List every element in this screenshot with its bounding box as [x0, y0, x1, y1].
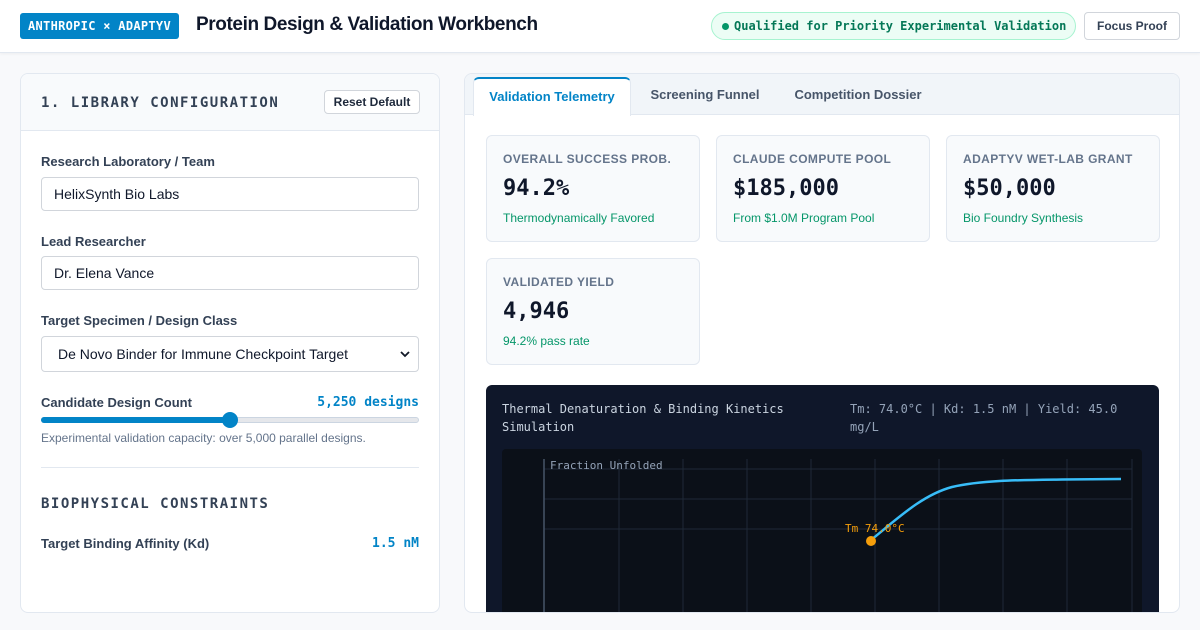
metric-value: $50,000	[963, 176, 1056, 201]
status-badge: Qualified for Priority Experimental Vali…	[711, 12, 1076, 40]
section-divider	[41, 467, 419, 468]
metric-subtext: Thermodynamically Favored	[503, 211, 655, 225]
metric-subtext: From $1.0M Program Pool	[733, 211, 875, 225]
target-label: Target Specimen / Design Class	[41, 313, 238, 328]
panel-title: 1. LIBRARY CONFIGURATION	[41, 95, 280, 111]
metric-subtext: Bio Foundry Synthesis	[963, 211, 1084, 225]
tab-bar: Validation Telemetry Screening Funnel Co…	[465, 74, 1179, 116]
count-value: 5,250 designs	[317, 395, 419, 410]
denaturation-plot: Fraction Unfolded Tm 74.0°C	[502, 449, 1142, 612]
plot-grid	[543, 459, 1133, 612]
count-slider-fill	[41, 417, 230, 423]
simulation-readout: Tm: 74.0°C | Kd: 1.5 nM | Yield: 45.0 mg…	[850, 402, 1118, 434]
top-header: ANTHROPIC × ADAPTYV Protein Design & Val…	[0, 0, 1200, 53]
kd-value: 1.5 nM	[372, 536, 419, 551]
count-hint: Experimental validation capacity: over 5…	[41, 431, 366, 445]
metric-card-grant: ADAPTYV WET-LAB GRANT $50,000 Bio Foundr…	[946, 135, 1160, 242]
tab-competition-dossier[interactable]: Competition Dossier	[794, 87, 922, 102]
metric-value: $185,000	[733, 176, 839, 201]
metric-label: VALIDATED YIELD	[503, 275, 615, 289]
denaturation-curve	[870, 477, 1122, 541]
kd-label: Target Binding Affinity (Kd)	[41, 536, 210, 551]
count-slider-thumb[interactable]	[222, 412, 238, 428]
constraints-title: BIOPHYSICAL CONSTRAINTS	[41, 496, 270, 512]
chevron-down-icon	[400, 351, 410, 358]
denaturation-plot-svg: Fraction Unfolded Tm 74.0°C	[543, 459, 1133, 612]
metric-value: 94.2%	[503, 176, 570, 201]
target-select-value: De Novo Binder for Immune Checkpoint Tar…	[58, 346, 348, 362]
metric-value: 4,946	[503, 299, 570, 324]
focus-proof-button[interactable]: Focus Proof	[1084, 12, 1180, 40]
team-input[interactable]	[41, 177, 419, 211]
tab-validation-telemetry[interactable]: Validation Telemetry	[473, 77, 631, 116]
metric-label: ADAPTYV WET-LAB GRANT	[963, 152, 1133, 166]
target-select[interactable]: De Novo Binder for Immune Checkpoint Tar…	[41, 336, 419, 372]
library-configuration-panel: 1. LIBRARY CONFIGURATION Reset Default R…	[20, 73, 440, 613]
results-panel: Validation Telemetry Screening Funnel Co…	[464, 73, 1180, 613]
tm-marker-label: Tm 74.0°C	[845, 522, 905, 535]
metric-card-yield: VALIDATED YIELD 4,946 94.2% pass rate	[486, 258, 700, 365]
metric-card-success: OVERALL SUCCESS PROB. 94.2% Thermodynami…	[486, 135, 700, 242]
researcher-input[interactable]	[41, 256, 419, 290]
brand-badge: ANTHROPIC × ADAPTYV	[20, 13, 179, 39]
metric-card-compute: CLAUDE COMPUTE POOL $185,000 From $1.0M …	[716, 135, 930, 242]
metric-subtext: 94.2% pass rate	[503, 334, 590, 348]
status-dot-icon	[722, 23, 729, 30]
researcher-label: Lead Researcher	[41, 234, 146, 249]
simulation-panel: Thermal Denaturation & Binding Kinetics …	[486, 385, 1159, 612]
count-label: Candidate Design Count	[41, 395, 192, 410]
team-label: Research Laboratory / Team	[41, 154, 215, 169]
tm-marker-point	[866, 536, 876, 546]
panel-header: 1. LIBRARY CONFIGURATION Reset Default	[21, 74, 439, 131]
y-axis-label: Fraction Unfolded	[550, 459, 663, 472]
app-title: Protein Design & Validation Workbench	[196, 14, 538, 35]
simulation-title: Thermal Denaturation & Binding Kinetics …	[502, 402, 784, 434]
reset-default-button[interactable]: Reset Default	[324, 90, 420, 114]
metric-label: OVERALL SUCCESS PROB.	[503, 152, 672, 166]
tab-screening-funnel[interactable]: Screening Funnel	[650, 87, 760, 102]
metric-label: CLAUDE COMPUTE POOL	[733, 152, 892, 166]
status-text: Qualified for Priority Experimental Vali…	[734, 19, 1067, 33]
